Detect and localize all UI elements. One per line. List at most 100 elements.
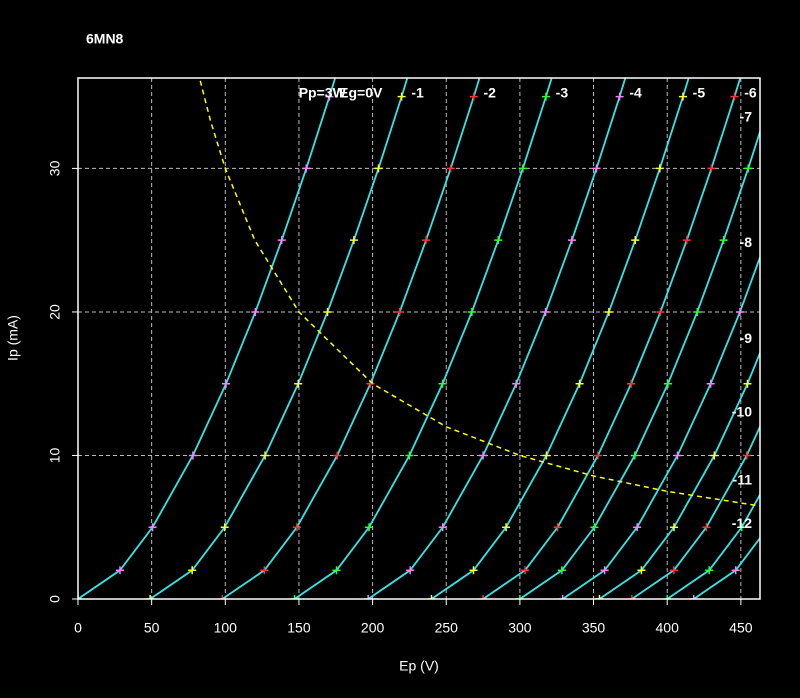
x-tick-label: 350 [582,620,606,636]
data-point [595,595,604,599]
x-tick-label: 100 [214,620,238,636]
curve-label: -10 [732,403,752,419]
data-point [494,236,503,245]
curve [666,492,760,599]
data-point [420,21,428,29]
data-point [710,451,719,460]
data-point [397,92,406,101]
x-tick-label: 400 [656,620,680,636]
curve [598,350,760,599]
data-point [567,236,576,245]
data-point [627,379,636,388]
data-point [188,566,197,575]
data-point [251,307,260,316]
data-point [479,595,488,599]
data-point [261,451,270,460]
data-point [422,236,431,245]
y-tick-label: 0 [47,595,63,603]
data-point [188,451,197,460]
x-tick-label: 50 [144,620,160,636]
curve-label: -4 [629,85,642,101]
curve-label: -11 [733,471,753,487]
data-point [302,164,311,173]
x-tick-label: 300 [508,620,532,636]
data-point [737,523,746,532]
curve-label: -1 [411,85,424,101]
data-point [541,307,550,316]
data-point [438,379,447,388]
data-point [512,379,521,388]
data-point [778,451,786,459]
y-axis-label: Ip (mA) [5,315,21,361]
data-point [631,236,640,245]
curve [431,78,690,599]
data-point [479,451,488,460]
curve-label: -2 [484,85,497,101]
plot-frame [77,77,761,600]
curve [693,536,760,599]
data-point [615,92,624,101]
data-point [218,595,227,599]
curve-label: -12 [732,515,752,531]
data-point [638,21,646,29]
data-point [593,451,602,460]
data-point [260,566,269,575]
data-point [682,236,691,245]
curve [367,78,627,599]
data-point [364,595,373,599]
data-point [115,566,124,575]
data-point [575,379,584,388]
data-point [518,164,527,173]
data-point [637,566,646,575]
data-point [553,523,562,532]
y-tick-label: 30 [47,160,63,176]
data-point [752,21,760,29]
x-axis-label: Ep (V) [399,658,439,674]
data-point [742,451,751,460]
data-point [469,566,478,575]
data-point [656,307,665,316]
curve [221,78,481,599]
data-point [395,307,404,316]
data-point [148,523,157,532]
x-tick-label: 0 [74,620,82,636]
load-line-label: Pp=3W [299,85,347,101]
data-point [405,451,414,460]
chart-title: 6MN8 [86,31,124,47]
curve [78,78,337,599]
data-point [633,523,642,532]
data-point [365,523,374,532]
curve-label: -5 [693,85,706,101]
load-line [199,80,760,507]
data-point [719,236,728,245]
y-tick-label: 10 [47,447,63,463]
curve [294,78,553,599]
data-point [515,595,524,599]
data-point [542,451,551,460]
data-point [630,451,639,460]
data-point [669,566,678,575]
data-point [557,566,566,575]
curve [149,78,409,599]
data-point [374,164,383,173]
curve-label: -6 [744,85,757,101]
data-point [590,523,599,532]
data-point [764,523,772,531]
data-point [600,566,609,575]
data-point [663,379,672,388]
data-point [220,523,229,532]
data-point [744,164,753,173]
data-point [521,566,530,575]
data-point [541,92,550,101]
data-point [592,164,601,173]
data-point [292,523,301,532]
x-tick-label: 450 [729,620,753,636]
curve-label: -7 [740,109,753,125]
data-point [701,21,709,29]
curve [631,424,760,599]
curve [482,78,742,599]
data-point [689,595,698,599]
data-point [146,595,155,599]
data-point [467,307,476,316]
data-point [558,595,567,599]
